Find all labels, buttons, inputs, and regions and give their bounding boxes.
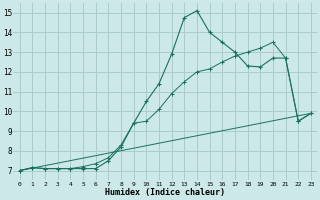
X-axis label: Humidex (Indice chaleur): Humidex (Indice chaleur) — [105, 188, 225, 197]
